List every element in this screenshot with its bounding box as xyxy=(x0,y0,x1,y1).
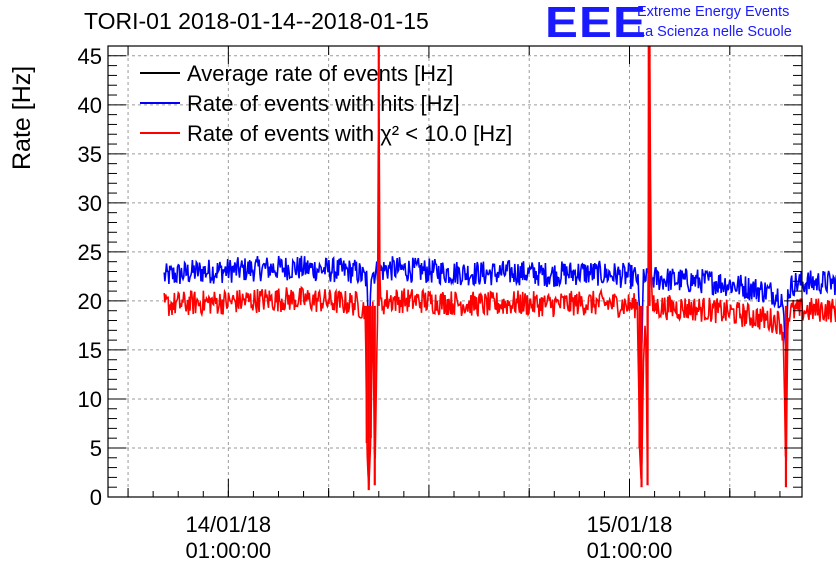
y-tick-label: 25 xyxy=(78,240,102,265)
series-layer xyxy=(163,45,836,491)
legend-label: Rate of events with χ² < 10.0 [Hz] xyxy=(187,121,512,146)
y-tick-label: 30 xyxy=(78,191,102,216)
y-tick-label: 0 xyxy=(90,485,102,510)
grid-lines xyxy=(108,46,802,497)
y-tick-label: 20 xyxy=(78,289,102,314)
logo-line-2: La Scienza nelle Scuole xyxy=(637,24,792,40)
y-tick-label: 45 xyxy=(78,44,102,69)
x-tick-label-date: 14/01/18 xyxy=(186,512,272,537)
axes-ticks: 05101520253035404514/01/1801:00:0015/01/… xyxy=(78,44,802,563)
y-tick-label: 5 xyxy=(90,436,102,461)
x-tick-label-time: 01:00:00 xyxy=(587,538,673,563)
y-tick-label: 40 xyxy=(78,93,102,118)
legend-label: Average rate of events [Hz] xyxy=(187,61,453,86)
eee-logo-mark: EEE xyxy=(545,0,647,47)
legend-label: Rate of events with hits [Hz] xyxy=(187,91,460,116)
logo-line-1: Extreme Energy Events xyxy=(637,4,790,20)
y-tick-label: 15 xyxy=(78,338,102,363)
y-tick-label: 35 xyxy=(78,142,102,167)
series-line-2 xyxy=(163,45,836,487)
x-tick-label-date: 15/01/18 xyxy=(587,512,673,537)
y-tick-label: 10 xyxy=(78,387,102,412)
legend: Average rate of events [Hz] Rate of event… xyxy=(140,61,512,146)
chart-title: TORI-01 2018-01-14--2018-01-15 xyxy=(84,8,429,34)
series-line-1 xyxy=(163,255,836,352)
x-tick-label-time: 01:00:00 xyxy=(186,538,272,563)
